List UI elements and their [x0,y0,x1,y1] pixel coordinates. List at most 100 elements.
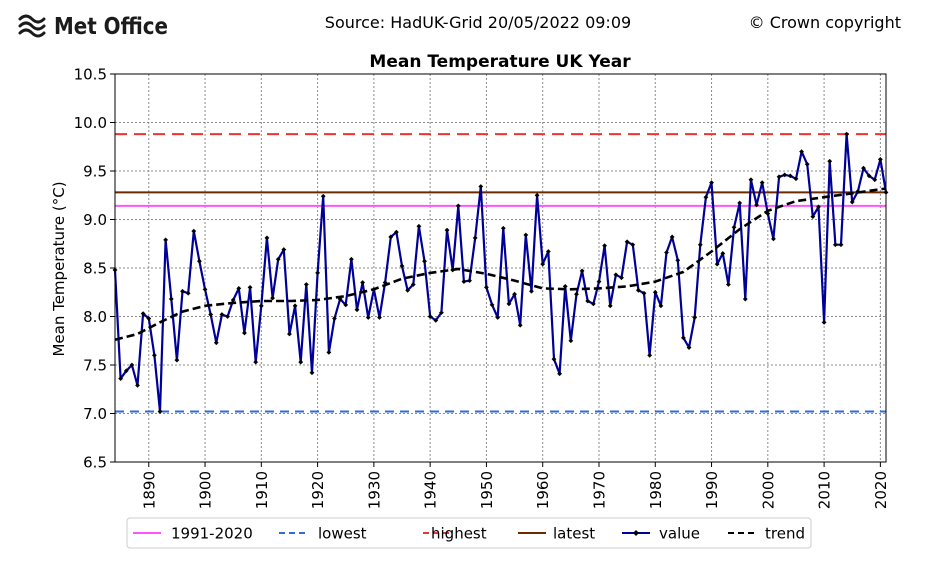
legend-label: 1991-2020 [171,525,253,543]
value-point [720,251,726,256]
logo-mark-icon [18,14,46,38]
value-point [810,214,816,219]
legend-item-value: value [622,525,700,543]
y-tick-label: 8.5 [83,260,107,278]
value-point [202,286,208,292]
legend-item-highest: highest [423,525,487,543]
y-tick-label: 9.5 [83,163,107,181]
x-tick-label: 1970 [590,471,608,509]
value-point [292,303,298,309]
value-point [348,256,354,262]
x-tick-label: 2000 [759,471,777,509]
value-point [838,242,844,248]
value-point [219,312,225,317]
legend-item-1991-2020: 1991-2020 [133,525,253,543]
value-point [523,232,529,238]
value-point [624,239,630,245]
y-tick-label: 9.0 [83,211,107,229]
x-tick-label: 1950 [478,471,496,509]
legend-label: latest [553,525,595,543]
value-point [737,200,743,206]
value-point [461,279,467,284]
value-point [309,370,315,376]
x-tick-label: 1980 [647,471,665,509]
x-tick-label: 2010 [816,471,834,509]
chart-title: Mean Temperature UK Year [369,52,631,72]
value-point [866,173,872,179]
value-point [602,243,608,249]
value-point [675,257,681,263]
value-point [545,249,551,254]
value-point [151,352,157,358]
value-point [495,315,501,320]
value-point [427,314,433,319]
legend-label: highest [431,525,487,543]
value-point [619,275,624,281]
value-point [816,204,821,210]
value-point [303,282,309,287]
legend-item-trend: trend [728,525,805,543]
legend-items: 1991-2020 lowest highest latest value trend [133,525,805,543]
value-point [433,317,439,323]
legend-box [126,517,812,549]
value-point [270,295,275,301]
value-point [557,371,562,377]
value-point [596,279,602,284]
value-point [681,335,686,341]
value-point [332,316,337,321]
value-point [230,297,236,303]
value-point [393,229,399,235]
value-point [360,280,366,285]
brand-name: Met Office [54,14,168,40]
value-point [574,291,579,297]
value-point [422,258,427,264]
value-point [832,242,838,248]
x-tick-label: 1930 [365,471,383,509]
grid [115,74,886,462]
value-point [877,156,883,162]
value-point [163,237,169,243]
value-point [664,250,669,255]
value-point [585,298,591,304]
value-point [652,289,658,295]
value-point [242,330,247,336]
legend-item-latest: latest [518,525,595,543]
value-point [771,236,776,242]
value-point [123,368,129,374]
value-point [534,192,540,198]
y-tick-label: 7.5 [83,357,107,375]
value-point [529,288,534,294]
value-point [174,357,180,363]
value-point [658,303,664,309]
value-point [168,296,174,302]
x-axis: 1890 1900 1910 1920 1930 1940 1950 1960 1970 1980… [140,462,890,509]
value-point [416,223,422,229]
value-point [253,359,259,365]
value-point [635,287,641,293]
value-point [692,315,698,320]
value-point [512,291,517,297]
value-point [799,149,804,154]
y-tick-label: 8.0 [83,308,107,326]
y-tick-label: 6.5 [83,454,107,472]
y-tick-label: 7.0 [83,405,107,423]
plot-series [112,131,889,414]
value-point [225,314,230,319]
value-point [709,180,714,186]
value-point [135,382,140,388]
y-tick-label: 10.5 [74,66,107,84]
value-point [146,316,152,321]
value-point [742,296,748,302]
value-point [759,180,765,186]
value-point [641,290,647,296]
value-point [320,193,326,199]
met-office-logo: Met Office [18,14,168,40]
value-point [405,287,411,293]
value-series-line [113,133,888,413]
value-point [551,356,557,362]
value-point [568,338,574,344]
value-point [208,312,214,317]
value-point [844,131,850,137]
